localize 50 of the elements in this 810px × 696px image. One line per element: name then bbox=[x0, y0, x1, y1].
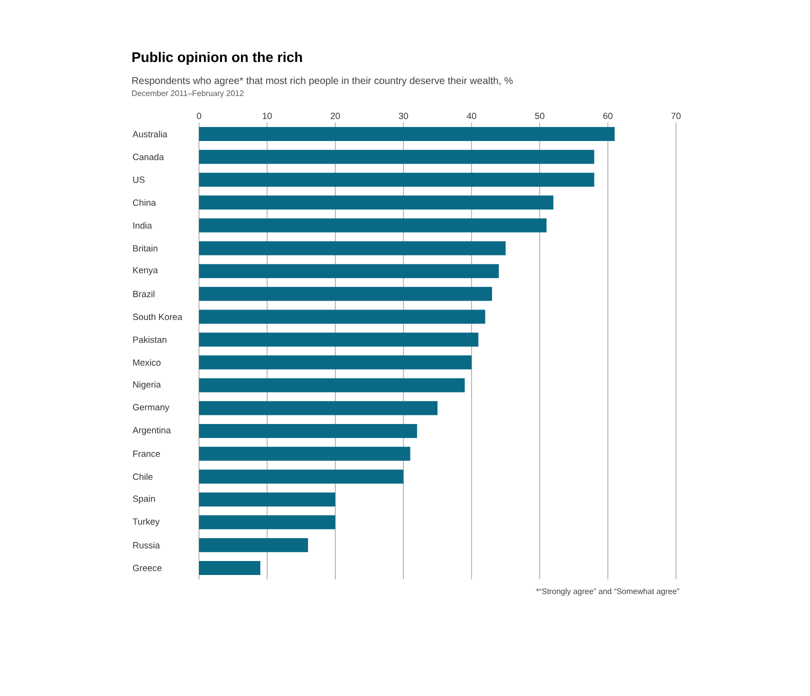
y-tick-label: South Korea bbox=[132, 313, 182, 320]
bar bbox=[199, 538, 308, 552]
x-tick-label: 10 bbox=[262, 112, 272, 120]
y-tick-label: Kenya bbox=[133, 267, 158, 276]
x-tick-label: 60 bbox=[603, 112, 612, 120]
y-tick-label: Mexico bbox=[133, 359, 161, 366]
x-tick-label: 50 bbox=[535, 112, 544, 120]
y-tick-label: Argentina bbox=[132, 426, 171, 436]
y-tick-label: Turkey bbox=[132, 518, 160, 526]
x-tick-label: 0 bbox=[196, 112, 202, 120]
y-tick-label: Brazil bbox=[133, 290, 154, 298]
bar bbox=[199, 264, 499, 278]
y-tick-label: Germany bbox=[132, 404, 170, 412]
bar bbox=[199, 150, 594, 164]
bar bbox=[199, 218, 547, 232]
bar bbox=[199, 196, 554, 210]
bar bbox=[199, 470, 404, 484]
y-tick-label: Australia bbox=[132, 130, 168, 138]
bar bbox=[199, 560, 260, 575]
y-tick-label: US bbox=[133, 176, 145, 183]
bar bbox=[199, 378, 465, 392]
bar bbox=[199, 355, 472, 370]
x-tick-label: 20 bbox=[330, 112, 340, 120]
y-tick-label: Greece bbox=[132, 564, 162, 572]
bar bbox=[199, 286, 492, 301]
bar bbox=[199, 172, 594, 187]
bar bbox=[199, 310, 486, 324]
bar bbox=[199, 127, 615, 142]
bar bbox=[199, 515, 336, 530]
chart-title: Public opinion on the rich bbox=[132, 52, 302, 65]
y-tick-label: Nigeria bbox=[133, 381, 161, 390]
bar bbox=[199, 492, 336, 506]
bar bbox=[199, 332, 478, 347]
y-tick-label: Britain bbox=[133, 244, 158, 252]
y-tick-label: Russia bbox=[133, 542, 160, 548]
y-tick-label: India bbox=[133, 222, 152, 229]
x-tick-label: 70 bbox=[671, 112, 681, 120]
x-tick-label: 30 bbox=[398, 112, 408, 120]
y-tick-label: Canada bbox=[132, 154, 164, 160]
x-tick-label: 40 bbox=[466, 112, 476, 120]
bar bbox=[199, 424, 418, 438]
y-tick-label: France bbox=[133, 450, 160, 457]
y-tick-label: Chile bbox=[132, 473, 153, 480]
y-tick-label: Spain bbox=[132, 495, 155, 504]
bar bbox=[199, 401, 438, 416]
bar bbox=[199, 446, 410, 461]
y-tick-label: China bbox=[132, 199, 156, 206]
chart-subtitle: Respondents who agree* that most rich people in their country deserve their wealth, % bbox=[132, 76, 513, 86]
y-tick-label: Pakistan bbox=[133, 336, 166, 343]
bar bbox=[199, 241, 506, 256]
